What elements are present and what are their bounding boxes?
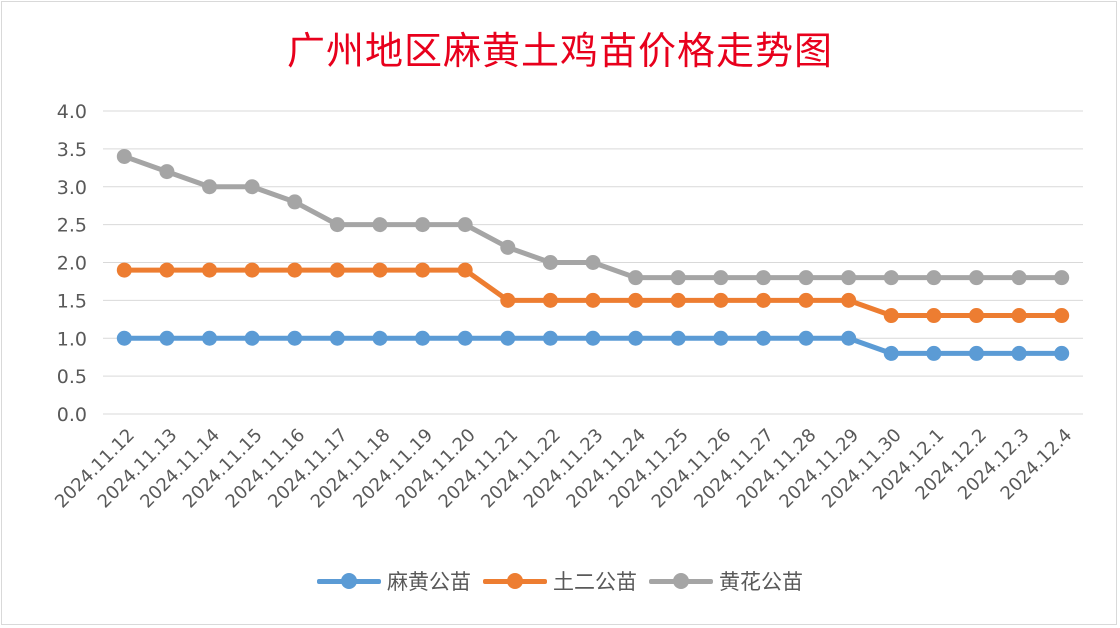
legend-label-2: 土二公苗	[553, 570, 637, 594]
data-point	[372, 330, 388, 346]
series-lines	[116, 148, 1070, 361]
data-point	[244, 330, 260, 346]
data-point	[457, 330, 473, 346]
data-point	[798, 292, 814, 308]
data-point	[670, 270, 686, 286]
y-tick-label: 3.0	[57, 177, 87, 199]
data-point	[628, 270, 644, 286]
y-tick-label: 1.0	[57, 328, 87, 350]
legend-label-1: 麻黄公苗	[387, 570, 471, 594]
data-point	[798, 330, 814, 346]
data-point	[202, 262, 218, 278]
data-point	[585, 292, 601, 308]
data-point	[1054, 270, 1070, 286]
y-tick-label: 0.0	[57, 404, 87, 426]
data-point	[883, 308, 899, 324]
y-tick-label: 1.5	[57, 290, 87, 312]
data-point	[244, 179, 260, 195]
x-axis-ticks: 2024.11.122024.11.132024.11.142024.11.15…	[51, 425, 1076, 513]
data-point	[542, 330, 558, 346]
data-point	[116, 148, 132, 164]
series-1	[116, 330, 1070, 361]
data-point	[713, 270, 729, 286]
data-point	[159, 262, 175, 278]
legend-dot-3	[673, 573, 689, 589]
series-2	[116, 262, 1070, 324]
data-point	[670, 292, 686, 308]
data-point	[713, 292, 729, 308]
data-point	[755, 292, 771, 308]
legend-dot-2	[507, 573, 523, 589]
data-point	[500, 330, 516, 346]
data-point	[628, 330, 644, 346]
data-point	[713, 330, 729, 346]
data-point	[415, 262, 431, 278]
data-point	[415, 330, 431, 346]
legend: 麻黄公苗 土二公苗 黄花公苗	[0, 566, 1120, 596]
data-point	[1011, 308, 1027, 324]
legend-item-2: 土二公苗	[483, 566, 637, 596]
data-point	[329, 330, 345, 346]
data-point	[968, 345, 984, 361]
data-point	[372, 262, 388, 278]
data-point	[457, 217, 473, 233]
data-point	[628, 292, 644, 308]
data-point	[1054, 308, 1070, 324]
series-3	[116, 148, 1070, 286]
data-point	[500, 239, 516, 255]
data-point	[1011, 270, 1027, 286]
data-point	[159, 330, 175, 346]
data-point	[926, 345, 942, 361]
y-axis-ticks: 0.0 0.5 1.0 1.5 2.0 2.5 3.0 3.5 4.0	[57, 101, 87, 426]
legend-item-1: 麻黄公苗	[317, 566, 471, 596]
data-point	[457, 262, 473, 278]
y-tick-label: 0.5	[57, 366, 87, 388]
data-point	[329, 217, 345, 233]
data-point	[798, 270, 814, 286]
data-point	[968, 308, 984, 324]
y-tick-label: 2.5	[57, 215, 87, 237]
chart-title: 广州地区麻黄土鸡苗价格走势图	[286, 29, 833, 73]
data-point	[841, 330, 857, 346]
data-point	[926, 308, 942, 324]
data-point	[968, 270, 984, 286]
data-point	[244, 262, 260, 278]
y-tick-label: 3.5	[57, 139, 87, 161]
data-point	[159, 164, 175, 180]
data-point	[202, 330, 218, 346]
data-point	[287, 330, 303, 346]
data-point	[1011, 345, 1027, 361]
data-point	[883, 345, 899, 361]
data-point	[500, 292, 516, 308]
data-point	[755, 330, 771, 346]
data-point	[670, 330, 686, 346]
data-point	[287, 194, 303, 210]
legend-swatch-1	[317, 571, 381, 591]
y-tick-label: 4.0	[57, 101, 87, 123]
data-point	[542, 255, 558, 270]
data-point	[755, 270, 771, 286]
data-point	[585, 330, 601, 346]
legend-label-3: 黄花公苗	[719, 570, 803, 594]
data-point	[415, 217, 431, 233]
data-point	[372, 217, 388, 233]
legend-dot-1	[341, 573, 357, 589]
y-tick-label: 2.0	[57, 253, 87, 275]
data-point	[116, 262, 132, 278]
data-point	[883, 270, 899, 286]
data-point	[202, 179, 218, 195]
data-point	[841, 292, 857, 308]
data-point	[841, 270, 857, 286]
data-point	[287, 262, 303, 278]
legend-swatch-2	[483, 571, 547, 591]
data-point	[329, 262, 345, 278]
legend-swatch-3	[649, 571, 713, 591]
data-point	[542, 292, 558, 308]
data-point	[116, 330, 132, 346]
legend-item-3: 黄花公苗	[649, 566, 803, 596]
data-point	[585, 255, 601, 270]
data-point	[1054, 345, 1070, 361]
data-point	[926, 270, 942, 286]
